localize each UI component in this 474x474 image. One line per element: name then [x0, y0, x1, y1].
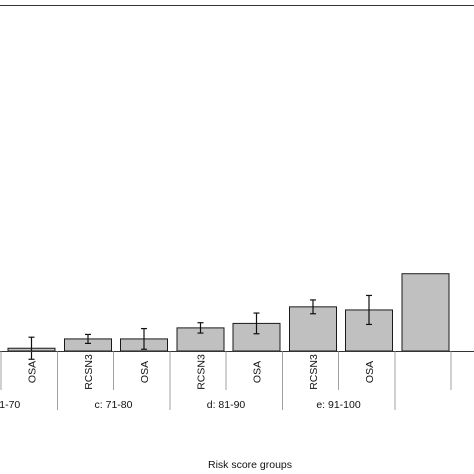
bar-cropped-extra [401, 273, 450, 352]
group-label-e-91-100: e: 91-100 [316, 399, 361, 411]
category-label-osa: OSA [139, 361, 151, 383]
category-axis: RCSN3OSARCSN3OSARCSN3OSARCSN3OSA [0, 351, 452, 390]
category-label-osa: OSA [364, 361, 376, 383]
group-label-c-71-80: c: 71-80 [95, 399, 133, 411]
group-axis: b: 61-70 c: 71-80 d: 81-90 e: 91-100 [0, 351, 396, 411]
group-label-d-81-90: d: 81-90 [207, 399, 246, 411]
category-label-osa: OSA [252, 361, 264, 383]
bars-layer [7, 273, 450, 360]
category-label-rcsn3: RCSN3 [83, 354, 95, 390]
category-label-rcsn3: RCSN3 [196, 354, 208, 390]
category-label-rcsn3: RCSN3 [308, 354, 320, 390]
group-label-b-61-70: b: 61-70 [0, 399, 20, 411]
category-label-osa: OSA [27, 361, 39, 383]
x-axis-title: Risk score groups [208, 459, 292, 471]
